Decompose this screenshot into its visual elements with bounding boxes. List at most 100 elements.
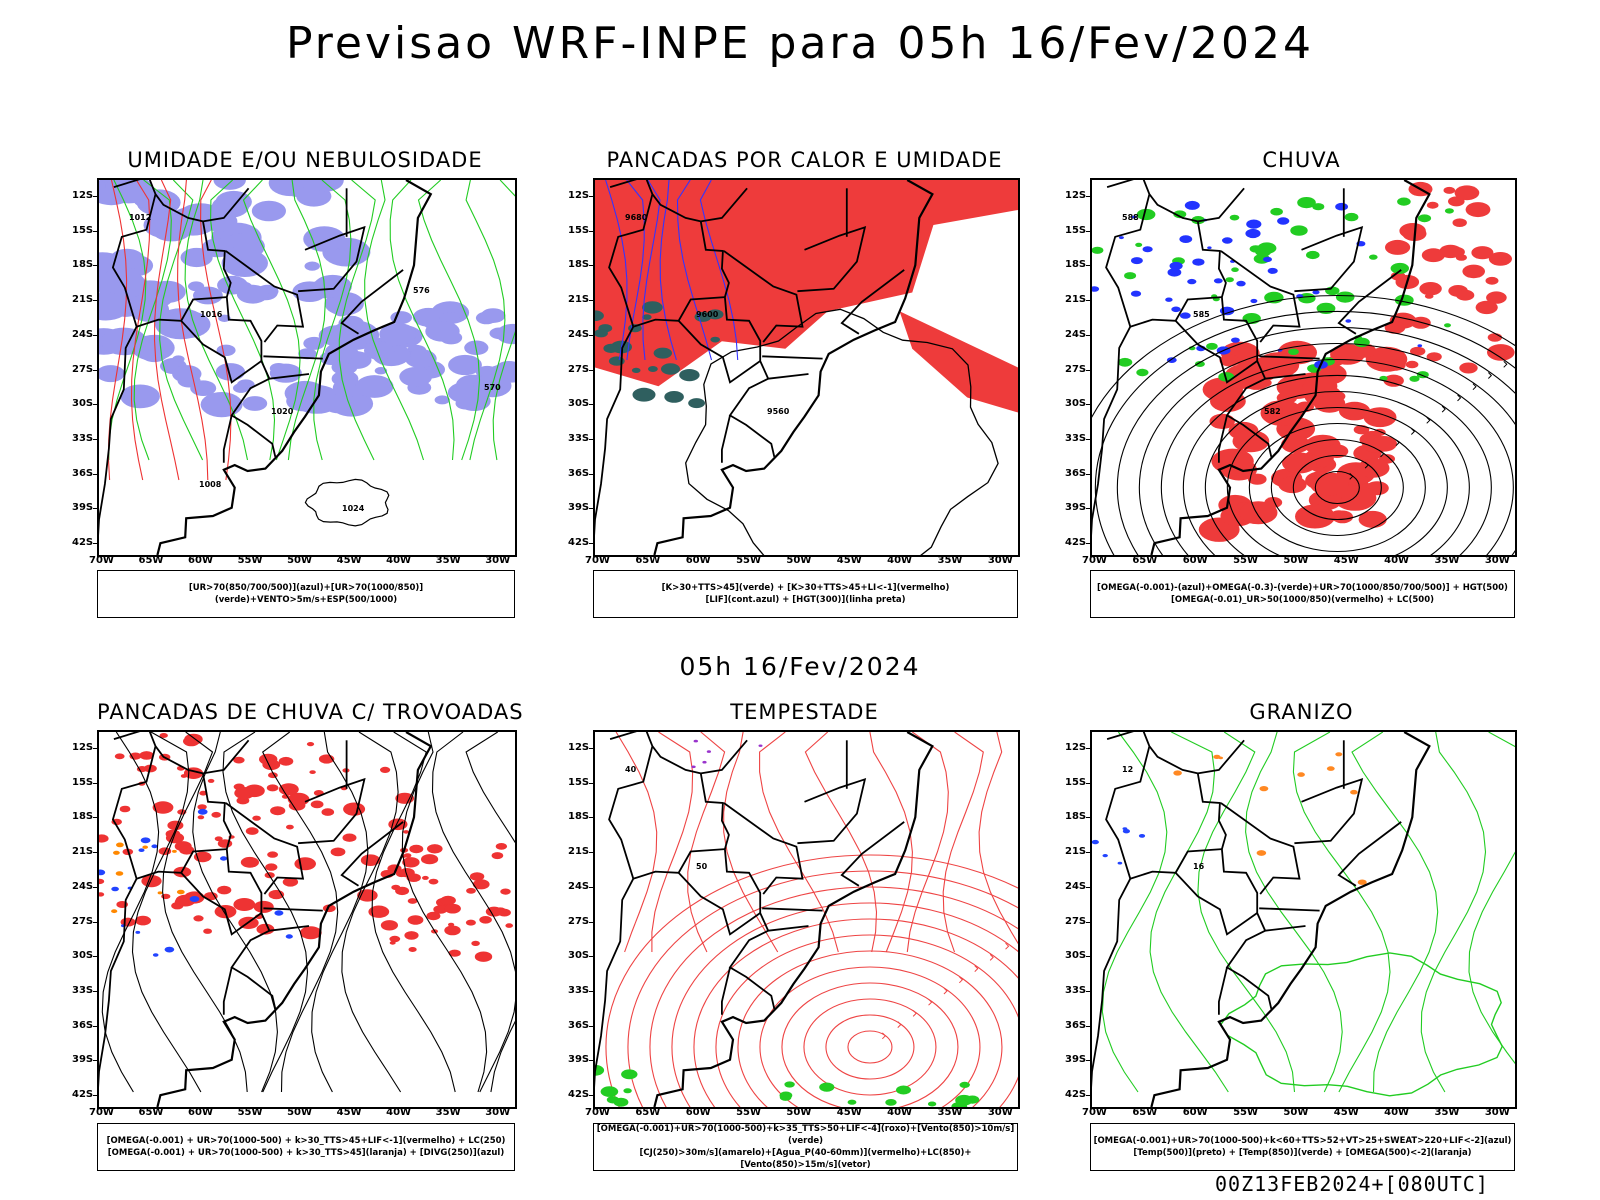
lon-tick-label: 40W: [1384, 1107, 1410, 1118]
lat-tick-label: 39S: [1065, 502, 1087, 514]
legend-line: [OMEGA(-0.01)_UR>50(1000/850)(vermelho) …: [1170, 595, 1435, 605]
lat-tick-mark: [1086, 508, 1091, 510]
purple-fill: [691, 739, 763, 769]
lat-tick-label: 12S: [1065, 190, 1087, 201]
temp850-green-contours: [1101, 732, 1515, 1093]
lat-tick-label: 21S: [72, 846, 94, 858]
lon-tick-label: 65W: [138, 1107, 164, 1118]
map-panel-1: 1012 1016 1020 1024 576 570 1008: [97, 178, 517, 557]
thickness-red-contours: [107, 180, 232, 481]
lat-tick-mark: [1086, 369, 1091, 371]
lon-tick-label: 60W: [685, 555, 711, 566]
contour-labels: 9680 9600 9560: [625, 213, 790, 416]
lon-tick-label: 30W: [485, 1107, 511, 1118]
country-state-borders: [1092, 732, 1402, 1088]
omega-orange-fill: [1173, 752, 1367, 885]
lat-tick-mark: [1086, 230, 1091, 232]
map-canvas-4: [99, 732, 515, 1107]
lat-tick-mark: [93, 196, 98, 197]
orange-fill: [111, 842, 185, 914]
lat-tick-label: 33S: [1065, 984, 1087, 996]
panel-title-2: PANCADAS POR CALOR E UMIDADE: [606, 148, 1003, 172]
lat-tick-mark: [589, 817, 594, 819]
lat-tick-mark: [589, 886, 594, 888]
streamlines-850: [605, 854, 1018, 1107]
storm-red-band: [387, 843, 513, 962]
lat-tick-label: 15S: [568, 224, 590, 236]
lat-tick-mark: [589, 369, 594, 371]
lat-tick-mark: [1086, 473, 1091, 475]
lat-tick-mark: [93, 956, 98, 958]
lat-tick-mark: [1086, 990, 1091, 992]
contour-label: 585: [1193, 310, 1210, 319]
lon-tick-label: 50W: [1283, 555, 1309, 566]
contour-labels: 588 585 582: [1122, 213, 1281, 416]
legend-line: [OMEGA(-0.001)+UR>70(1000-500)+k<60+TTS>…: [1093, 1136, 1512, 1146]
lon-tick-label: 55W: [1233, 1107, 1259, 1118]
lon-tick-label: 40W: [1384, 555, 1410, 566]
lon-tick-label: 70W: [1082, 1107, 1107, 1118]
lat-tick-mark: [589, 748, 594, 749]
lon-tick-label: 50W: [1283, 1107, 1309, 1118]
lon-tick-label: 60W: [1182, 555, 1208, 566]
lat-tick-label: 42S: [568, 1089, 590, 1100]
lat-tick-label: 24S: [568, 880, 590, 892]
lat-tick-label: 27S: [568, 363, 590, 375]
lon-tick-label: 70W: [1082, 555, 1107, 566]
lat-tick-mark: [1086, 438, 1091, 440]
contour-label: 16: [1193, 862, 1205, 871]
lon-tick-label: 45W: [836, 555, 862, 566]
humidity-blue-band: [319, 301, 515, 411]
lon-tick-label: 55W: [237, 555, 263, 566]
hgt500-contours: [1092, 294, 1515, 555]
lat-tick-label: 39S: [568, 1054, 590, 1066]
lat-tick-label: 15S: [568, 776, 590, 788]
lat-tick-mark: [1086, 196, 1091, 197]
lat-tick-label: 30S: [1065, 398, 1087, 410]
wind-green-fill: [779, 1081, 980, 1107]
lon-tick-label: 40W: [386, 555, 412, 566]
lat-tick-mark: [589, 921, 594, 923]
legend-box-2: [K>30+TTS>45](verde) + [K>30+TTS>45+LI<-…: [593, 570, 1018, 618]
lon-tick-label: 60W: [1182, 1107, 1208, 1118]
map-panel-3: 588 585 582: [1090, 178, 1517, 557]
wind-green-sw: [595, 1064, 638, 1107]
panel-title-5: TEMPESTADE: [730, 700, 879, 724]
contour-label: 1024: [342, 504, 365, 513]
lon-tick-label: 30W: [987, 555, 1013, 566]
legend-line: [OMEGA(-0.001) + UR>70(1000-500) + k>30_…: [106, 1136, 506, 1146]
legend-box-4: [OMEGA(-0.001) + UR>70(1000-500) + k>30_…: [97, 1123, 515, 1171]
lon-tick-label: 55W: [1233, 555, 1259, 566]
lat-tick-mark: [93, 473, 98, 475]
lat-tick-label: 42S: [568, 537, 590, 548]
lat-tick-mark: [1086, 921, 1091, 923]
map-canvas-6: 12 16: [1092, 732, 1515, 1107]
lon-tick-label: 35W: [435, 1107, 461, 1118]
lat-tick-mark: [93, 300, 98, 302]
lat-tick-label: 30S: [1065, 950, 1087, 962]
lat-tick-label: 18S: [1065, 259, 1087, 271]
lat-tick-mark: [589, 300, 594, 302]
lat-tick-label: 39S: [72, 1054, 94, 1066]
lat-tick-label: 42S: [1065, 537, 1087, 548]
contour-label: 50: [696, 862, 708, 871]
lat-tick-label: 33S: [72, 432, 94, 444]
lat-tick-label: 27S: [72, 363, 94, 375]
high-pressure-contour: [304, 478, 390, 527]
contour-label: 9680: [625, 213, 648, 222]
lat-tick-mark: [93, 438, 98, 440]
lon-tick-label: 45W: [336, 555, 362, 566]
lat-tick-mark: [93, 1060, 98, 1062]
legend-box-3: [OMEGA(-0.001)-(azul)+OMEGA(-0.3)-(verde…: [1090, 570, 1515, 618]
lon-tick-label: 50W: [287, 1107, 313, 1118]
forecast-time-label: 05h 16/Fev/2024: [679, 652, 921, 681]
lon-tick-label: 50W: [786, 555, 812, 566]
lat-tick-label: 21S: [568, 846, 590, 858]
lat-tick-mark: [1086, 1060, 1091, 1062]
contour-label: 1016: [200, 310, 223, 319]
lon-tick-label: 35W: [435, 555, 461, 566]
lat-tick-label: 30S: [72, 950, 94, 962]
lat-tick-mark: [589, 404, 594, 406]
lat-tick-mark: [1086, 404, 1091, 406]
lat-tick-mark: [1086, 300, 1091, 302]
